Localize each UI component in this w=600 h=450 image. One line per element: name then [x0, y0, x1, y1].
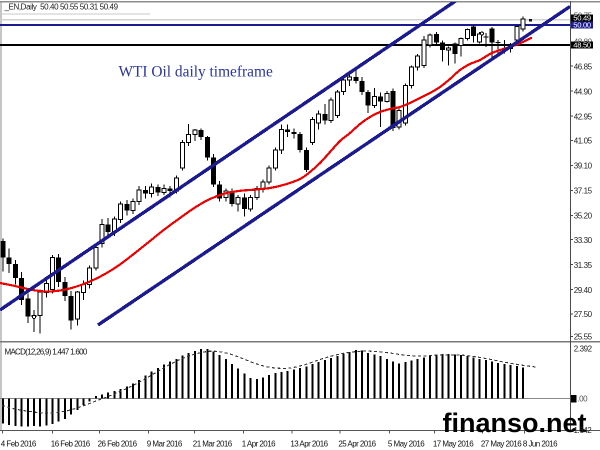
svg-text:-1.642: -1.642	[571, 426, 592, 435]
svg-text:50.49: 50.49	[573, 14, 591, 23]
svg-text:37.15: 37.15	[574, 187, 593, 196]
svg-text:1 Apr 2016: 1 Apr 2016	[242, 439, 276, 448]
svg-text:26 Feb 2016: 26 Feb 2016	[98, 439, 138, 448]
svg-text:WTI Oil daily timeframe: WTI Oil daily timeframe	[119, 64, 273, 81]
svg-text:9 Mar 2016: 9 Mar 2016	[147, 439, 183, 448]
svg-text:42.95: 42.95	[574, 112, 593, 121]
svg-text:44.90: 44.90	[574, 87, 593, 96]
svg-text:48.50: 48.50	[573, 41, 591, 50]
svg-text:41.05: 41.05	[574, 137, 593, 146]
svg-text:25.55: 25.55	[574, 332, 593, 341]
svg-text:_EN,Daily 50.40 50.55 50.31 5: _EN,Daily 50.40 50.55 50.31 50.49	[4, 3, 119, 12]
svg-text:46.85: 46.85	[574, 62, 593, 71]
svg-text:39.10: 39.10	[574, 162, 593, 171]
svg-text:8 Jun 2016: 8 Jun 2016	[523, 439, 558, 448]
svg-text:31.35: 31.35	[574, 261, 593, 270]
svg-text:35.20: 35.20	[574, 212, 593, 221]
svg-text:27 May 2016: 27 May 2016	[481, 439, 522, 448]
svg-text:MACD(12,26,9) 1.447 1.600: MACD(12,26,9) 1.447 1.600	[5, 348, 88, 357]
svg-text:4 Feb 2016: 4 Feb 2016	[1, 439, 37, 448]
svg-text:13 Apr 2016: 13 Apr 2016	[290, 439, 328, 448]
svg-text:21 Mar 2016: 21 Mar 2016	[193, 439, 233, 448]
svg-text:29.40: 29.40	[574, 286, 593, 295]
svg-text:2.392: 2.392	[574, 344, 593, 353]
svg-text:50.00: 50.00	[573, 21, 591, 30]
svg-text:finanso.net: finanso.net	[443, 408, 587, 438]
svg-text:5 May 2016: 5 May 2016	[388, 439, 425, 448]
svg-text:17 May 2016: 17 May 2016	[433, 439, 474, 448]
svg-text:.00: .00	[577, 395, 588, 404]
svg-text:16 Feb 2016: 16 Feb 2016	[51, 439, 91, 448]
svg-text:33.30: 33.30	[574, 236, 593, 245]
svg-text:25 Apr 2016: 25 Apr 2016	[338, 439, 376, 448]
svg-text:27.50: 27.50	[574, 310, 593, 319]
